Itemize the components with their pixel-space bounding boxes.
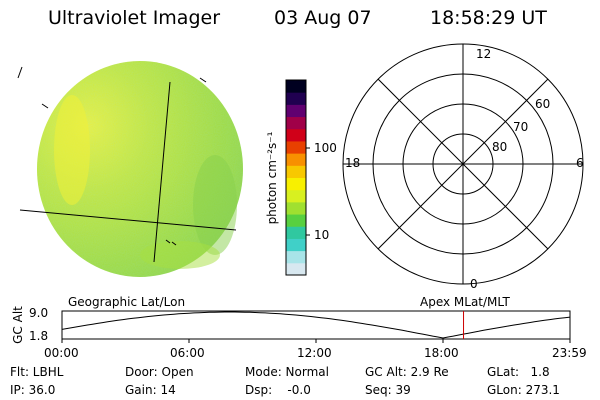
info-flt: Flt: LBHL xyxy=(10,365,64,379)
info-door: Door: Open xyxy=(125,365,194,379)
mlt-label-0: 0 xyxy=(470,277,478,291)
orbit-title-left: Geographic Lat/Lon xyxy=(68,295,186,309)
mlt-line-diag-b xyxy=(377,78,549,250)
colorbar-segment xyxy=(286,116,306,130)
orbit-title-right: Apex MLat/MLT xyxy=(420,295,510,309)
coastline-fragment xyxy=(17,66,23,79)
orbit-altitude-plot xyxy=(61,310,571,343)
altitude-curve xyxy=(61,311,571,339)
colorbar-segment xyxy=(286,128,306,142)
earth-image xyxy=(17,61,243,277)
colorbar-segment xyxy=(286,177,306,191)
colorbar-segment xyxy=(286,189,306,203)
colorbar-tick-100: 100 xyxy=(314,141,337,155)
info-glon: GLon: 273.1 xyxy=(487,383,560,397)
orbit-ymax-label: 9.0 xyxy=(29,306,49,320)
colorbar-segment xyxy=(286,92,306,105)
colorbar-segment xyxy=(286,80,306,93)
info-ip: IP: 36.0 xyxy=(10,383,56,397)
colorbar-segment xyxy=(286,262,306,276)
lat-label-60: 60 xyxy=(535,97,551,111)
colorbar-segment xyxy=(286,238,306,252)
orbit-xtick-4: 23:59 xyxy=(552,346,587,360)
colorbar-unit-label: photon cm⁻²s⁻¹ xyxy=(265,131,279,225)
colorbar-segment xyxy=(286,140,306,154)
instrument-title: Ultraviolet Imager xyxy=(48,7,221,29)
colorbar-segment xyxy=(286,165,306,178)
orbit-xtick-2: 12:00 xyxy=(297,346,332,360)
polar-mlat-mlt-plot xyxy=(342,43,584,285)
orbit-ymin-label: 1.8 xyxy=(29,329,49,343)
colorbar-segment xyxy=(286,201,306,215)
orbit-xtick-1: 06:00 xyxy=(170,346,205,360)
time-label: 18:58:29 UT xyxy=(430,7,547,29)
mlt-label-12: 12 xyxy=(476,47,492,61)
info-seq: Seq: 39 xyxy=(365,383,411,397)
info-gcalt: GC Alt: 2.9 Re xyxy=(365,365,449,379)
mlt-label-6: 6 xyxy=(576,156,584,170)
mlt-label-18: 18 xyxy=(345,156,361,170)
info-glat: GLat: 1.8 xyxy=(487,365,550,379)
colorbar-segment xyxy=(286,214,306,227)
colorbar-tick-10: 10 xyxy=(314,228,330,242)
orbit-xtick-3: 18:00 xyxy=(424,346,459,360)
colorbar-segment xyxy=(286,153,306,166)
geo-parallel-line xyxy=(19,209,237,231)
lat-label-80: 80 xyxy=(492,140,508,154)
lat-label-70: 70 xyxy=(513,120,529,134)
info-dsp: Dsp: -0.0 xyxy=(245,383,311,397)
colorbar-segment xyxy=(286,226,306,239)
orbit-ylabel: GC Alt xyxy=(11,306,25,344)
info-mode: Mode: Normal xyxy=(245,365,329,379)
colorbar-segment xyxy=(286,104,306,118)
colorbar-segment xyxy=(286,250,306,264)
color-scale-bar xyxy=(285,79,310,276)
geo-meridian-line xyxy=(153,81,171,263)
orbit-xtick-0: 00:00 xyxy=(44,346,79,360)
date-label: 03 Aug 07 xyxy=(274,7,372,29)
info-gain: Gain: 14 xyxy=(125,383,176,397)
